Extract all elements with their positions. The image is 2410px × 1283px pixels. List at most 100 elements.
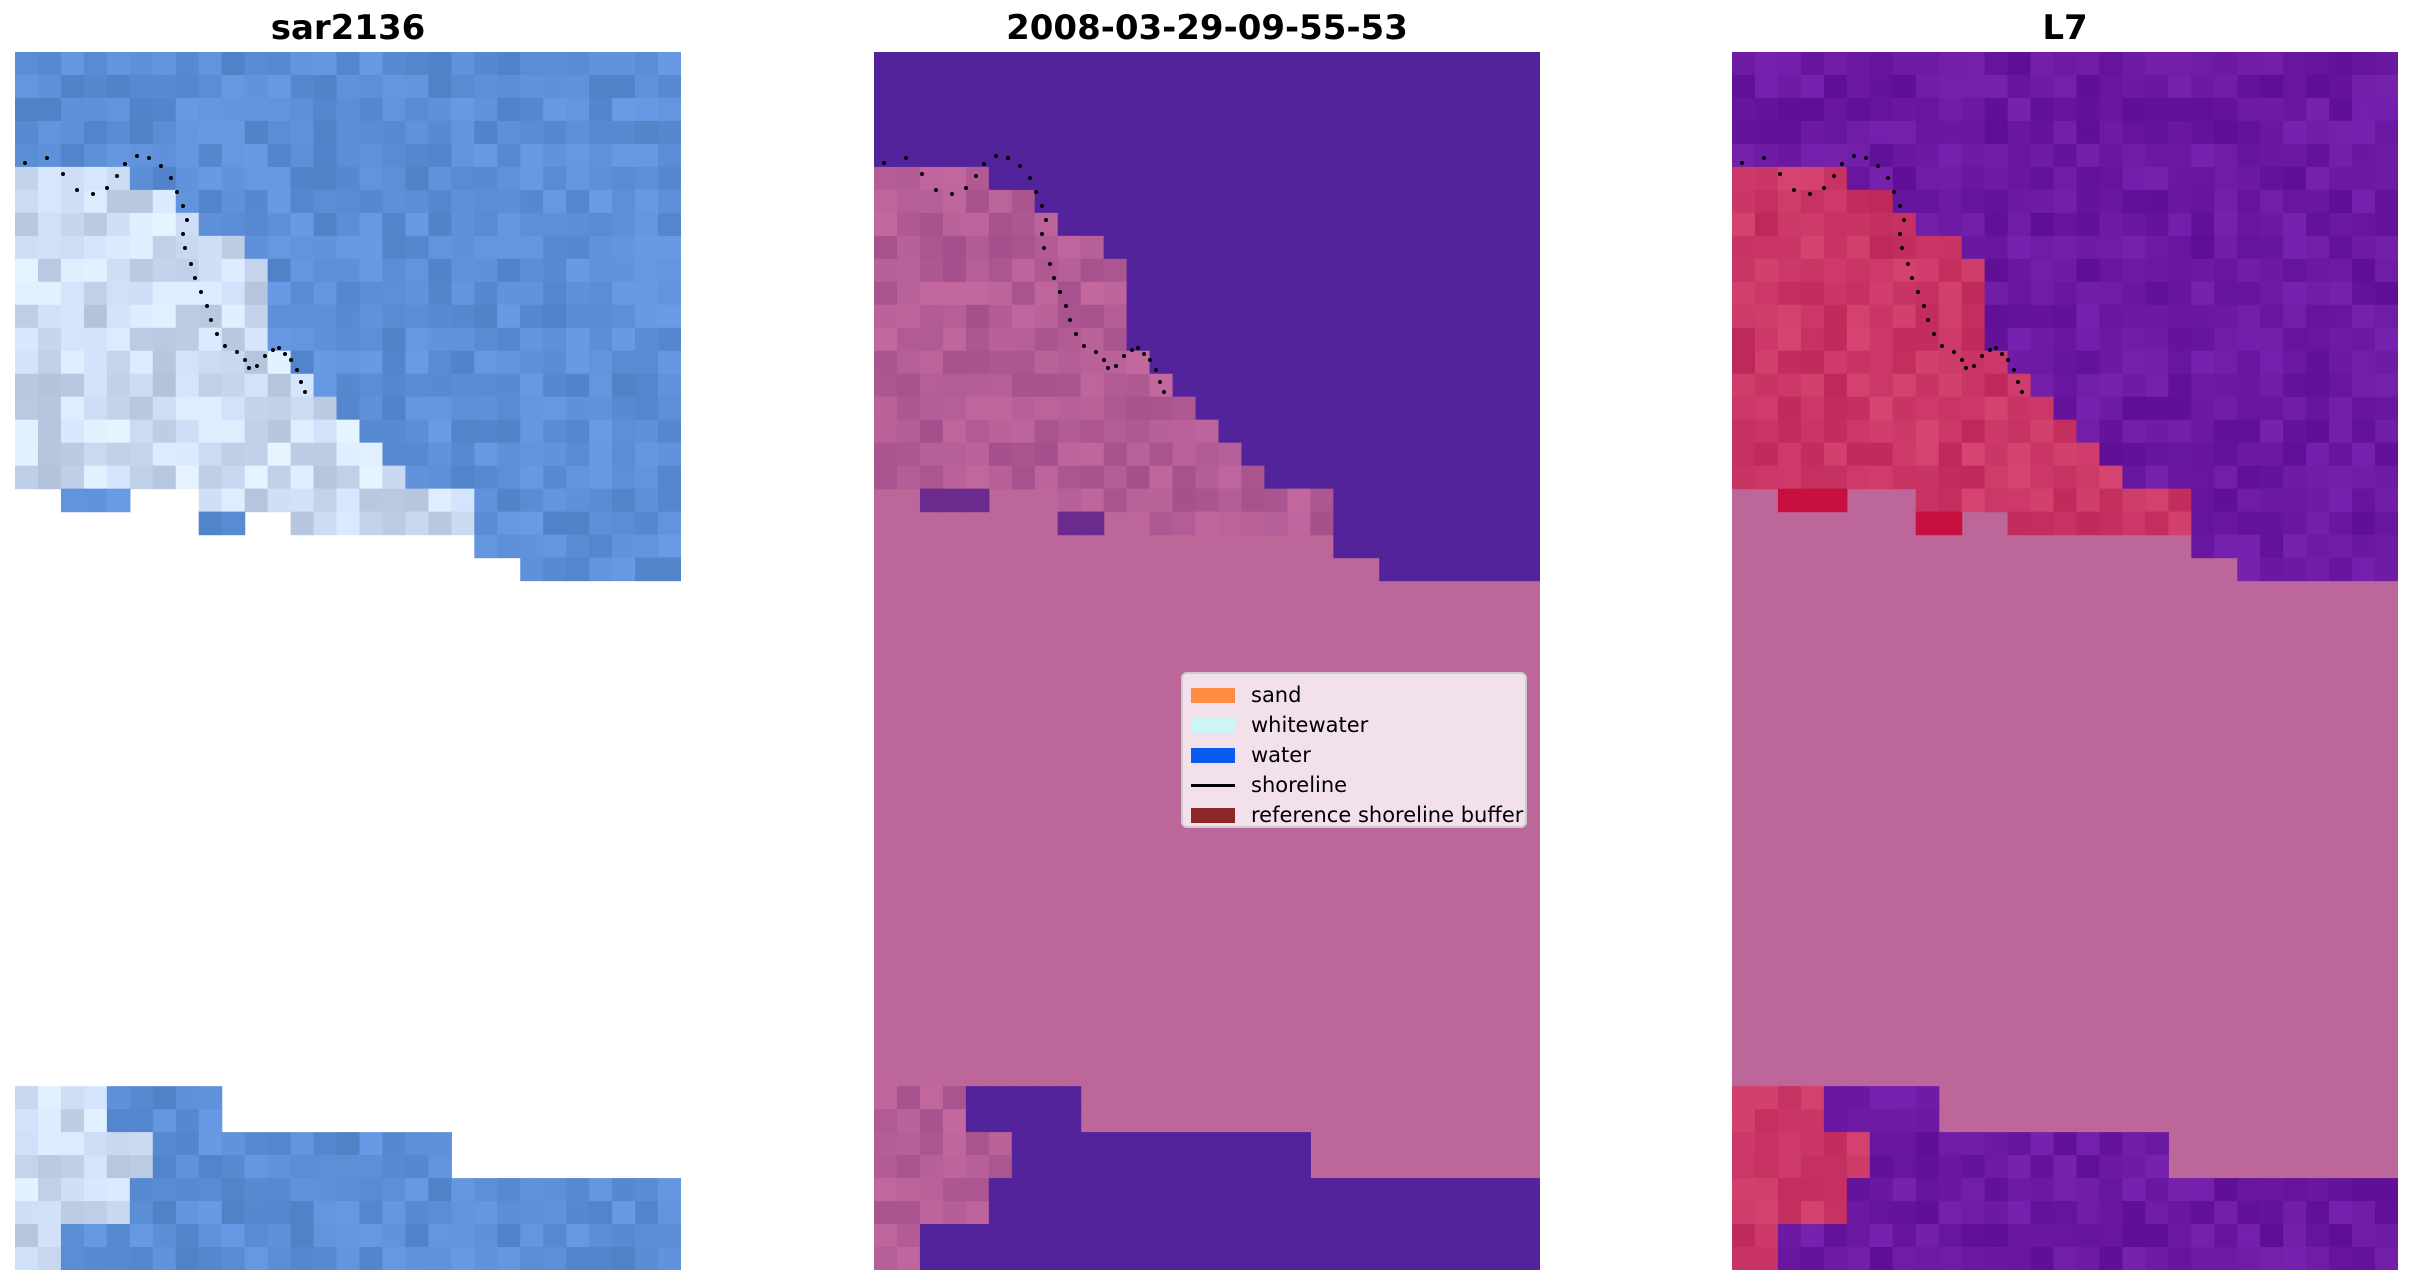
raster-pixel (1823, 304, 1848, 329)
raster-pixel (60, 1109, 85, 1133)
raster-pixel (2214, 304, 2238, 329)
raster-pixel (896, 212, 921, 237)
raster-pixel (988, 212, 1013, 237)
raster-pixel (1777, 488, 1802, 513)
raster-pixel (2260, 74, 2284, 99)
raster-pixel (965, 143, 990, 168)
raster-pixel (267, 235, 292, 260)
raster-pixel (1869, 97, 1894, 122)
raster-pixel (1448, 350, 1472, 375)
raster-pixel (2237, 189, 2261, 214)
raster-pixel (874, 1155, 898, 1179)
raster-pixel (2375, 212, 2398, 237)
raster-pixel (15, 1224, 39, 1248)
raster-pixel (1915, 212, 1940, 237)
raster-pixel (1846, 419, 1871, 444)
raster-pixel (988, 465, 1013, 490)
raster-pixel (1126, 1178, 1151, 1202)
raster-pixel (1218, 1224, 1243, 1248)
raster-pixel (1241, 74, 1266, 99)
raster-pixel (129, 465, 154, 490)
raster-pixel (1448, 235, 1472, 260)
raster-pixel (1011, 74, 1036, 99)
raster-pixel (1218, 52, 1243, 76)
raster-pixel (106, 419, 131, 444)
raster-pixel (1869, 74, 1894, 99)
raster-pixel (2030, 373, 2055, 398)
raster-pixel (2260, 1178, 2284, 1202)
raster-pixel (497, 1178, 521, 1202)
raster-pixel (152, 1178, 177, 1202)
raster-pixel (1333, 281, 1357, 306)
raster-pixel (382, 304, 407, 329)
raster-pixel (2122, 1247, 2146, 1270)
raster-pixel (1471, 212, 1495, 237)
raster-pixel (1172, 327, 1197, 352)
raster-pixel (2260, 534, 2284, 559)
raster-pixel (635, 1178, 659, 1202)
raster-pixel (1103, 143, 1128, 168)
raster-pixel (1471, 1247, 1495, 1270)
raster-pixel (2030, 511, 2055, 536)
raster-pixel (1823, 258, 1848, 283)
raster-pixel (589, 350, 613, 375)
raster-pixel (1126, 1201, 1151, 1225)
raster-pixel (2191, 465, 2215, 490)
raster-pixel (1732, 396, 1756, 421)
raster-pixel (1264, 143, 1288, 168)
legend-line-shoreline (1191, 783, 1235, 787)
raster-pixel (1915, 396, 1940, 421)
raster-pixel (1915, 1155, 1940, 1179)
raster-pixel (2053, 1224, 2078, 1248)
raster-pixel (2375, 1224, 2398, 1248)
raster-pixel (1333, 1224, 1357, 1248)
raster-pixel (1034, 350, 1059, 375)
raster-pixel (60, 281, 85, 306)
raster-pixel (919, 1109, 944, 1133)
raster-pixel (1869, 143, 1894, 168)
raster-pixel (1984, 1201, 2009, 1225)
shoreline-point (147, 156, 151, 160)
raster-pixel (313, 511, 338, 536)
raster-pixel (1517, 511, 1540, 536)
raster-pixel (2191, 1247, 2215, 1270)
raster-pixel (942, 327, 967, 352)
raster-pixel (1011, 166, 1036, 191)
raster-pixel (15, 74, 39, 99)
raster-pixel (2375, 120, 2398, 145)
raster-pixel (1356, 1178, 1380, 1202)
raster-pixel (198, 189, 223, 214)
raster-pixel (1494, 350, 1518, 375)
raster-pixel (2329, 511, 2353, 536)
raster-pixel (2007, 419, 2032, 444)
raster-pixel (1011, 419, 1036, 444)
raster-pixel (658, 1201, 681, 1225)
raster-pixel (1517, 52, 1540, 76)
raster-pixel (1846, 327, 1871, 352)
raster-pixel (382, 97, 407, 122)
raster-pixel (543, 281, 567, 306)
raster-pixel (612, 534, 636, 559)
raster-pixel (221, 1132, 246, 1156)
raster-pixel (2283, 396, 2307, 421)
raster-pixel (497, 97, 521, 122)
raster-pixel (1425, 350, 1449, 375)
raster-pixel (2122, 1132, 2146, 1156)
raster-pixel (874, 120, 898, 145)
raster-pixel (566, 304, 590, 329)
raster-pixel (1869, 212, 1894, 237)
shoreline-point (159, 164, 163, 168)
raster-pixel (60, 1247, 85, 1270)
raster-pixel (2237, 557, 2261, 582)
shoreline-point (950, 192, 954, 196)
raster-pixel (313, 1178, 338, 1202)
raster-pixel (1195, 143, 1220, 168)
raster-pixel (658, 304, 681, 329)
raster-pixel (635, 212, 659, 237)
raster-pixel (1011, 235, 1036, 260)
raster-pixel (1195, 373, 1220, 398)
raster-pixel (152, 52, 177, 76)
raster-pixel (1448, 327, 1472, 352)
raster-pixel (15, 97, 39, 122)
raster-pixel (1938, 327, 1963, 352)
